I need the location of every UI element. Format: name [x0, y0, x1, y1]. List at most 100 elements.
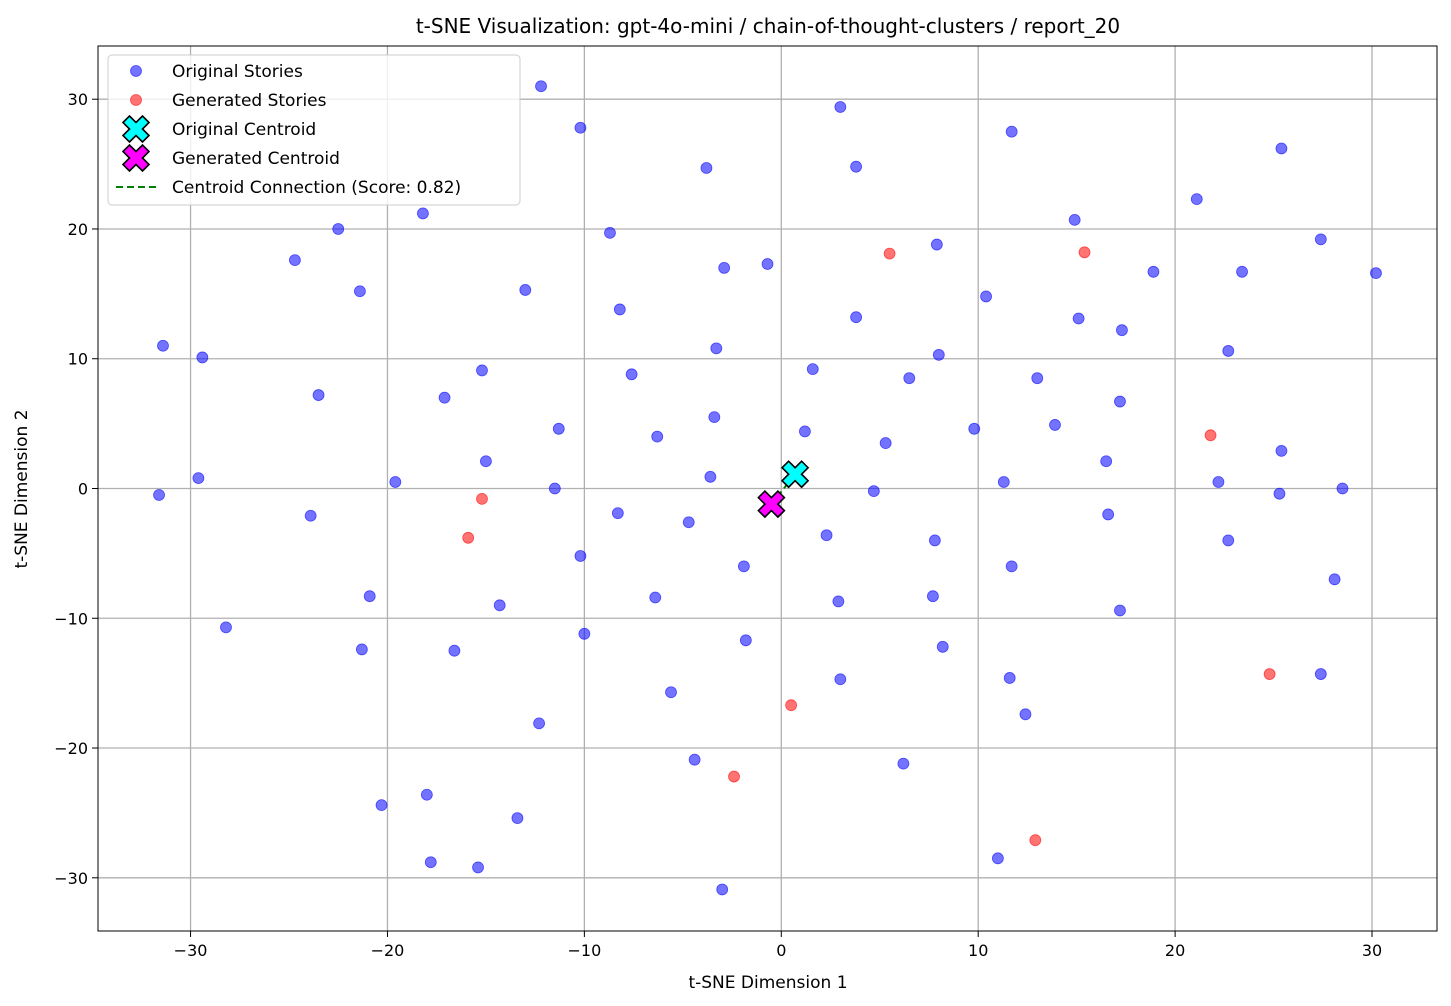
- original-story-point: [289, 254, 301, 267]
- original-story-point: [355, 643, 368, 656]
- generated-story-point: [1263, 668, 1276, 680]
- original-story-point: [417, 207, 429, 220]
- original-story-point: [420, 788, 433, 801]
- original-story-point: [651, 430, 664, 443]
- legend-dot-marker: [130, 65, 142, 77]
- legend-original-centroid: Original Centroid: [121, 114, 316, 144]
- original-story-point: [739, 634, 752, 647]
- original-story-point: [611, 507, 624, 520]
- original-story-point: [153, 489, 165, 501]
- original-story-point: [932, 348, 945, 361]
- original-story-point: [535, 80, 547, 93]
- original-story-point: [192, 472, 205, 485]
- original-story-point: [806, 363, 819, 376]
- original-story-point: [1222, 534, 1235, 547]
- original-story-point: [704, 470, 717, 483]
- legend-label: Centroid Connection (Score: 0.82): [172, 178, 461, 198]
- original-story-point: [511, 812, 524, 825]
- y-tick-label: −30: [54, 869, 88, 888]
- original-story-point: [1328, 573, 1341, 586]
- original-story-point: [1114, 604, 1126, 617]
- original-story-point: [476, 364, 488, 377]
- original-story-point: [1068, 213, 1081, 226]
- original-story-point: [472, 861, 484, 874]
- original-story-point: [1236, 265, 1248, 278]
- generated-story-point: [728, 770, 740, 783]
- original-story-point: [1275, 142, 1288, 155]
- original-story-point: [834, 101, 847, 113]
- original-story-point: [424, 856, 437, 869]
- original-story-point: [761, 258, 774, 270]
- original-story-point: [1003, 672, 1016, 684]
- original-story-point: [682, 516, 695, 529]
- legend-x-marker: [121, 143, 151, 173]
- legend: Original Stories Generated Stories Origina…: [107, 54, 521, 206]
- original-story-point: [1072, 312, 1085, 325]
- original-story-point: [1212, 476, 1225, 488]
- original-story-point: [737, 560, 750, 573]
- legend-label: Original Centroid: [172, 120, 316, 140]
- grid-lines: [98, 46, 1437, 931]
- original-story-point: [548, 482, 561, 495]
- x-axis-label: t-SNE Dimension 1: [688, 973, 847, 993]
- x-tick-label: 0: [776, 941, 786, 960]
- legend-generated-stories: Generated Stories: [130, 91, 327, 111]
- original-story-point: [708, 411, 721, 424]
- original-story-point: [1005, 560, 1018, 573]
- original-story-point: [552, 422, 565, 435]
- original-story-point: [438, 391, 451, 404]
- original-story-point: [375, 799, 388, 812]
- original-story-point: [927, 590, 939, 603]
- original-story-point: [716, 883, 729, 896]
- generated-story-point: [462, 531, 475, 544]
- generated-story-point: [1029, 834, 1042, 847]
- original-story-point: [332, 223, 345, 235]
- scatter-points: [153, 80, 1382, 896]
- original-story-point: [649, 591, 662, 604]
- x-tick-label: −10: [567, 941, 601, 960]
- original-story-point: [1005, 125, 1018, 138]
- original-centroid-marker: [780, 460, 810, 489]
- original-story-point: [991, 852, 1004, 865]
- legend-x-marker: [121, 114, 151, 144]
- original-story-point: [574, 550, 587, 562]
- legend-dot-marker: [130, 94, 142, 106]
- generated-centroid-marker: [757, 489, 786, 519]
- original-story-point: [1190, 193, 1203, 206]
- legend-generated-centroid: Generated Centroid: [121, 143, 340, 173]
- original-story-point: [903, 372, 916, 385]
- original-story-point: [1102, 508, 1115, 521]
- original-story-point: [533, 717, 545, 730]
- original-story-point: [1100, 455, 1113, 468]
- original-story-point: [157, 339, 169, 352]
- original-story-point: [1114, 395, 1126, 408]
- original-story-point: [604, 226, 616, 239]
- y-tick-label: −20: [54, 739, 88, 758]
- generated-story-point: [1078, 246, 1091, 259]
- original-story-point: [196, 351, 209, 364]
- legend-original-stories: Original Stories: [130, 62, 303, 82]
- original-story-point: [930, 238, 943, 251]
- original-story-point: [997, 476, 1010, 488]
- original-story-point: [363, 590, 376, 603]
- generated-story-point: [1204, 429, 1217, 442]
- x-tick-label: 20: [1165, 941, 1185, 960]
- original-story-point: [936, 640, 949, 653]
- legend-centroid-connection: Centroid Connection (Score: 0.82): [116, 178, 461, 198]
- generated-story-point: [785, 699, 798, 712]
- original-story-point: [980, 290, 992, 303]
- original-story-point: [688, 753, 701, 766]
- original-story-point: [1314, 233, 1327, 246]
- y-tick-label: 10: [68, 350, 88, 369]
- y-tick-label: 30: [68, 90, 88, 109]
- original-story-point: [1147, 265, 1160, 278]
- original-story-point: [519, 284, 532, 296]
- original-story-point: [832, 595, 845, 608]
- original-story-point: [578, 627, 591, 640]
- original-story-point: [897, 757, 910, 770]
- original-story-point: [1049, 419, 1061, 431]
- original-story-point: [493, 599, 506, 612]
- original-story-point: [1314, 668, 1327, 680]
- original-story-point: [799, 425, 811, 438]
- original-story-point: [700, 162, 713, 174]
